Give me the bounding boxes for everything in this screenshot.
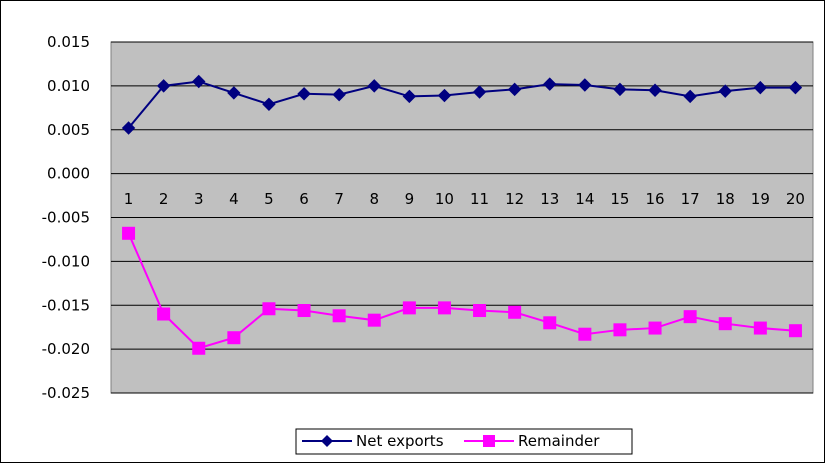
x-tick-label: 15 [610,190,629,208]
series-line [127,80,796,129]
y-tick-label: -0.005 [42,209,90,227]
legend-label: Net exports [356,432,444,450]
x-tick-label: 1 [124,190,134,208]
y-tick-label: 0.010 [47,77,90,95]
data-point [332,87,346,102]
x-tick-label: 12 [505,190,524,208]
x-tick-label: 19 [751,190,770,208]
data-point [613,323,627,337]
data-point [472,85,487,99]
y-tick-label: -0.020 [42,340,90,358]
data-point [473,304,487,318]
data-point [543,316,557,330]
gridlines [111,41,813,394]
y-tick-label: -0.015 [42,296,90,314]
legend-marker [483,435,495,447]
y-tick-label: -0.025 [42,384,90,402]
data-point [683,89,697,104]
legend-marker [321,435,333,447]
y-tick-label: 0.005 [47,121,90,139]
y-axis: 0.015 0.010 0.005 0.000 -0.005 -0.010 -0.015 -0… [42,33,90,402]
data-point [648,321,662,335]
data-point [192,74,206,89]
data-point [157,307,171,321]
data-point [753,80,768,95]
data-point [156,79,171,93]
x-tick-label: 9 [405,190,415,208]
x-axis: 1 2 3 4 5 6 7 8 9 10 11 12 13 14 15 16 17 18 19 20 [124,190,805,208]
data-point [367,79,381,93]
data-point [227,86,241,100]
x-tick-label: 14 [575,190,594,208]
data-point [437,301,451,315]
data-point [262,302,276,316]
x-tick-label: 20 [786,190,805,208]
x-tick-label: 7 [334,190,344,208]
x-tick-label: 16 [646,190,665,208]
x-tick-label: 2 [159,190,169,208]
data-point [648,83,662,97]
data-point [227,331,241,345]
data-point [122,226,136,240]
x-tick-label: 18 [716,190,735,208]
x-tick-label: 6 [299,190,309,208]
data-point [262,97,276,112]
x-tick-label: 17 [681,190,700,208]
data-point [367,313,381,327]
data-point [788,80,803,95]
x-tick-label: 3 [194,190,204,208]
data-point [297,304,311,318]
data-point [543,77,557,91]
data-point [753,321,767,335]
data-point [613,82,627,97]
series-remainder [122,226,802,355]
data-point [402,89,417,104]
data-point [578,327,592,341]
x-tick-label: 5 [264,190,274,208]
x-tick-label: 8 [369,190,379,208]
data-point [507,82,522,97]
legend: Net exports Remainder [295,428,633,455]
data-point [578,78,592,92]
data-point [332,309,346,323]
series-layer [121,74,803,355]
data-point [683,310,697,324]
x-tick-label: 10 [435,190,454,208]
data-point [437,88,452,103]
y-tick-label: -0.010 [42,252,90,270]
data-point [297,87,311,101]
data-point [718,84,732,98]
data-point [402,301,416,315]
series-net-exports [121,74,803,135]
x-tick-label: 4 [229,190,239,208]
data-point [788,324,802,338]
legend-label: Remainder [518,432,600,450]
x-tick-label: 13 [540,190,559,208]
x-tick-label: 11 [470,190,489,208]
data-point [508,305,522,319]
y-tick-label: 0.015 [47,33,90,51]
data-point [121,121,136,135]
data-point [192,341,206,355]
data-point [718,317,732,331]
y-tick-label: 0.000 [47,165,90,183]
